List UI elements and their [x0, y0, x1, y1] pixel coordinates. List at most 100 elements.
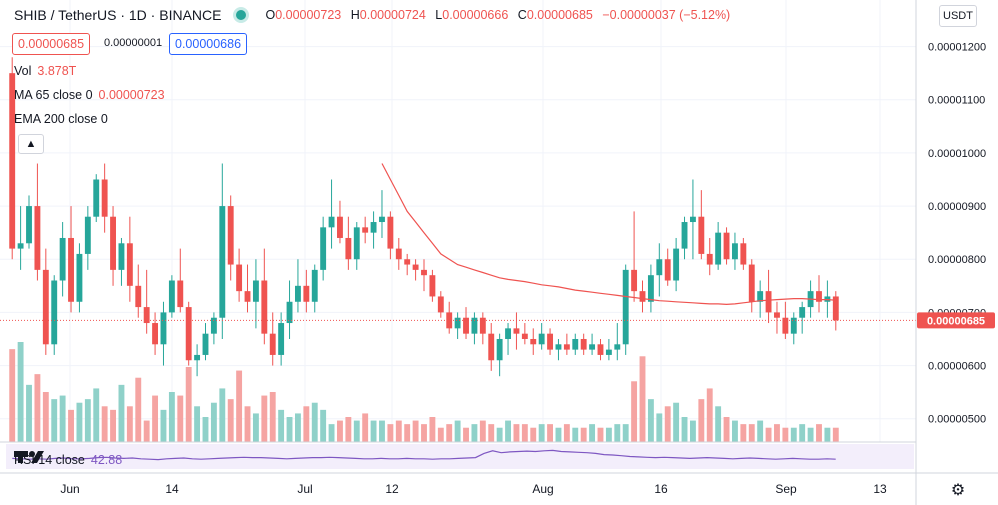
price-tick-label: 0.00000500	[928, 414, 986, 426]
high-label: H	[350, 8, 360, 22]
candle-body	[345, 237, 352, 260]
volume-bar	[437, 427, 444, 442]
candle-body	[689, 216, 696, 223]
volume-bars	[9, 342, 839, 442]
volume-bar	[328, 424, 335, 442]
candle-body	[429, 275, 436, 297]
candle-body	[68, 237, 74, 302]
candle-body	[252, 280, 259, 302]
price-tick-label: 0.00000900	[928, 201, 986, 213]
open-value: 0.00000723	[275, 8, 342, 22]
candle-body	[597, 344, 604, 355]
rsi-value: 42.88	[90, 453, 123, 467]
tradingview-logo-icon[interactable]	[14, 451, 44, 463]
volume-legend[interactable]: Vol 3.878T	[14, 64, 76, 78]
volume-bar	[160, 409, 167, 442]
volume-bar	[68, 409, 74, 442]
candle-body	[337, 216, 343, 238]
candle-body	[698, 216, 705, 254]
currency-button[interactable]: USDT	[939, 5, 977, 27]
volume-bar	[622, 424, 629, 442]
volume-bar	[421, 424, 427, 442]
candle-body	[572, 338, 579, 350]
volume-bar	[706, 388, 713, 442]
candle-body	[353, 227, 360, 260]
candle-body	[59, 237, 66, 281]
gear-icon[interactable]: ⚙	[950, 482, 966, 499]
candle-body	[269, 333, 276, 355]
low-value: 0.00000666	[442, 8, 509, 22]
sell-button[interactable]: 0.00000685	[12, 33, 91, 55]
volume-bar	[110, 409, 116, 442]
candle-body	[673, 248, 680, 281]
volume-bar	[379, 420, 385, 442]
candle-body	[479, 317, 486, 334]
candle-body	[521, 333, 528, 339]
candle-body	[370, 222, 377, 233]
volume-bar	[463, 427, 469, 442]
volume-bar	[412, 420, 419, 442]
volume-bar	[446, 424, 453, 442]
volume-bar	[202, 417, 209, 442]
volume-bar	[34, 374, 41, 442]
volume-bar	[656, 413, 663, 442]
volume-bar	[715, 406, 722, 442]
volume-bar	[185, 367, 192, 442]
candle-body	[101, 179, 108, 217]
volume-bar	[521, 424, 528, 442]
candle-body	[614, 344, 621, 350]
candle-body	[765, 291, 772, 313]
candle-body	[446, 312, 453, 329]
time-tick-label: 14	[165, 482, 179, 496]
candle-body	[513, 328, 520, 334]
volume-bar	[631, 381, 638, 442]
volume-bar	[774, 424, 780, 442]
collapse-legend-button[interactable]: ▲	[18, 134, 44, 154]
open-label: O	[265, 8, 276, 22]
volume-bar	[320, 409, 327, 442]
volume-bar	[563, 424, 570, 442]
low-label: L	[435, 8, 443, 22]
candle-body	[555, 344, 562, 350]
ma-label: MA 65 close 0	[14, 88, 93, 102]
volume-bar	[126, 406, 133, 442]
candle-body	[488, 333, 495, 361]
candle-body	[740, 243, 747, 265]
time-tick-label: Jul	[297, 482, 312, 496]
volume-bar	[59, 395, 66, 442]
volume-bar	[597, 427, 604, 442]
symbol-title[interactable]: SHIB / TetherUS · 1D · BINANCE	[14, 7, 222, 23]
candle-body	[706, 253, 713, 265]
chevron-up-icon: ▲	[25, 138, 37, 150]
volume-bar	[689, 420, 696, 442]
ma-value: 0.00000723	[98, 88, 165, 102]
buy-button[interactable]: 0.00000686	[169, 33, 248, 55]
candle-body	[17, 243, 24, 249]
candle-body	[210, 317, 217, 334]
candle-body	[412, 264, 419, 270]
volume-bar	[513, 424, 520, 442]
candle-body	[723, 232, 730, 260]
volume-bar	[530, 427, 537, 442]
time-axis[interactable]: Jun 14 Jul 12 Aug 16 Sep 13	[60, 482, 887, 496]
candle-body	[168, 280, 175, 313]
ma-legend[interactable]: MA 65 close 0 0.00000723	[14, 88, 165, 102]
ma-65-line	[381, 163, 836, 306]
volume-bar	[278, 409, 285, 442]
ema-legend[interactable]: EMA 200 close 0	[14, 112, 108, 126]
volume-bar	[505, 420, 511, 442]
candle-body	[563, 344, 570, 350]
volume-value: 3.878T	[37, 64, 77, 78]
rsi-legend[interactable]: RSI 14 close 42.88	[14, 453, 122, 467]
volume-bar	[673, 402, 680, 442]
volume-bar	[732, 420, 738, 442]
rsi-label: RSI 14 close	[14, 453, 85, 467]
volume-bar	[639, 356, 646, 442]
volume-bar	[799, 424, 806, 442]
candle-body	[454, 317, 461, 329]
volume-bar	[782, 427, 789, 442]
price-axis[interactable]: 0.00001200 0.00001100 0.00001000 0.00000900…	[928, 42, 986, 426]
candle-body	[404, 259, 411, 265]
volume-bar	[26, 384, 32, 442]
